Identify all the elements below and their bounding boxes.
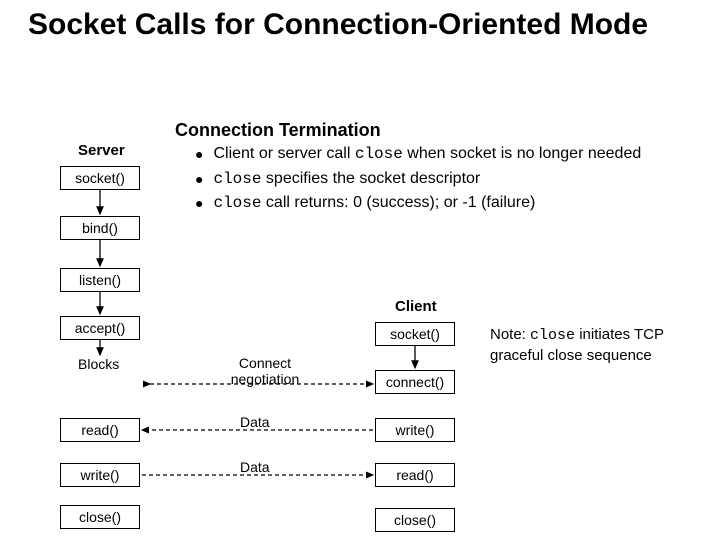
client-socket-box: socket() — [375, 322, 455, 346]
bullet-text: specifies the socket descriptor — [261, 170, 480, 187]
server-bind-box: bind() — [60, 216, 140, 240]
bullet-code: close — [355, 145, 403, 163]
bullet-code: close — [213, 170, 261, 188]
bullet-item: ● Client or server call close when socke… — [195, 143, 695, 166]
bullet-list: ● Client or server call close when socke… — [195, 143, 695, 217]
client-header: Client — [395, 298, 437, 315]
blocks-label: Blocks — [78, 356, 119, 372]
bullet-icon: ● — [195, 145, 203, 164]
server-close-box: close() — [60, 505, 140, 529]
server-header: Server — [78, 142, 125, 159]
bullet-icon: ● — [195, 194, 203, 213]
bullet-code: close — [213, 194, 261, 212]
client-read-box: read() — [375, 463, 455, 487]
note-code: close — [530, 327, 575, 344]
client-connect-box: connect() — [375, 370, 455, 394]
bullet-icon: ● — [195, 170, 203, 189]
server-write-box: write() — [60, 463, 140, 487]
server-read-box: read() — [60, 418, 140, 442]
bullet-text: when socket is no longer needed — [403, 145, 641, 162]
note-text: Note: close initiates TCP graceful close… — [490, 325, 690, 365]
server-accept-box: accept() — [60, 316, 140, 340]
client-write-box: write() — [375, 418, 455, 442]
bullet-text: call returns: 0 (success); or -1 (failur… — [261, 194, 535, 211]
section-title: Connection Termination — [175, 120, 381, 141]
bullet-item: ● close specifies the socket descriptor — [195, 168, 695, 191]
data-label-1: Data — [240, 414, 270, 430]
connect-negotiation-label: Connect negotiation — [205, 355, 325, 387]
slide-title: Socket Calls for Connection-Oriented Mod… — [28, 8, 648, 43]
bullet-item: ● close call returns: 0 (success); or -1… — [195, 192, 695, 215]
client-close-box: close() — [375, 508, 455, 532]
bullet-text: Client or server call — [213, 145, 354, 162]
server-listen-box: listen() — [60, 268, 140, 292]
data-label-2: Data — [240, 459, 270, 475]
server-socket-box: socket() — [60, 166, 140, 190]
note-pre: Note: — [490, 326, 530, 343]
